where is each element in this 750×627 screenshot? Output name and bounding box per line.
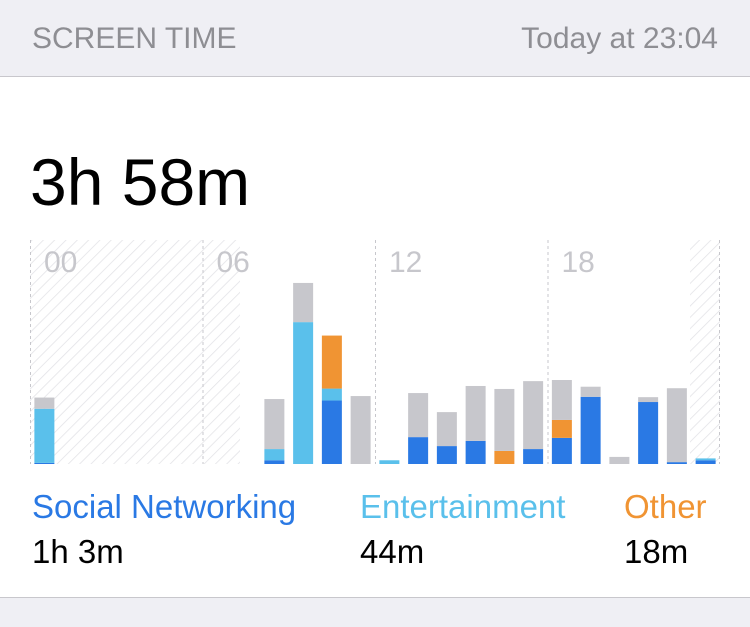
bar-segment: [34, 408, 55, 463]
chart: 00 06 12 18: [30, 240, 720, 464]
bar-segment: [523, 381, 544, 450]
bar-segment: [494, 450, 515, 464]
bar-segment: [293, 322, 314, 464]
inactive-area: [690, 240, 720, 464]
bar-segment: [551, 380, 572, 420]
bar-segment: [264, 460, 285, 464]
bar-segment: [321, 388, 342, 401]
bar-segment: [609, 456, 630, 464]
bar-segment: [638, 397, 659, 403]
bar-segment: [666, 388, 687, 463]
inactive-area: [30, 240, 240, 464]
bar-segment: [34, 397, 55, 409]
bar-segment: [264, 399, 285, 450]
bar-segment: [350, 396, 371, 464]
bar-segment: [523, 449, 544, 464]
legend-total: 1h 3m: [32, 533, 124, 570]
bar-segment: [436, 446, 457, 464]
bar-segment: [551, 437, 572, 464]
legend-total: 44m: [360, 533, 424, 570]
bar-segment: [408, 437, 429, 464]
x-tick-label: 06: [217, 246, 250, 279]
bar-segment: [494, 388, 515, 451]
bar-segment: [465, 440, 486, 464]
bar-segment: [580, 396, 601, 464]
legend: Social Networking 1h 3m Entertainment 44m Ot…: [32, 488, 707, 570]
legend-label: Social Networking: [32, 488, 296, 525]
bar-segment: [408, 393, 429, 438]
bar-segment: [34, 462, 55, 464]
header-timestamp: Today at 23:04: [521, 22, 718, 55]
legend-label: Other: [624, 488, 707, 525]
x-tick-label: 12: [389, 246, 422, 279]
bar-segment: [436, 412, 457, 447]
legend-label: Entertainment: [360, 488, 565, 525]
bar-segment: [465, 385, 486, 441]
bar-segment: [695, 458, 716, 461]
x-tick-label: 00: [44, 246, 77, 279]
bar-segment: [580, 386, 601, 397]
bar-segment: [379, 460, 400, 464]
bar-segment: [666, 462, 687, 464]
x-tick-label: 18: [562, 246, 595, 279]
bar-segment: [695, 460, 716, 464]
header-title: SCREEN TIME: [32, 22, 236, 55]
bar-segment: [264, 449, 285, 461]
legend-total: 18m: [624, 533, 688, 570]
bar-segment: [551, 419, 572, 438]
bar-segment: [638, 402, 659, 464]
bar-segment: [293, 282, 314, 323]
header-bg: [0, 0, 750, 76]
total-time: 3h 58m: [30, 145, 250, 219]
bar-segment: [321, 335, 342, 389]
bar-segment: [321, 400, 342, 464]
